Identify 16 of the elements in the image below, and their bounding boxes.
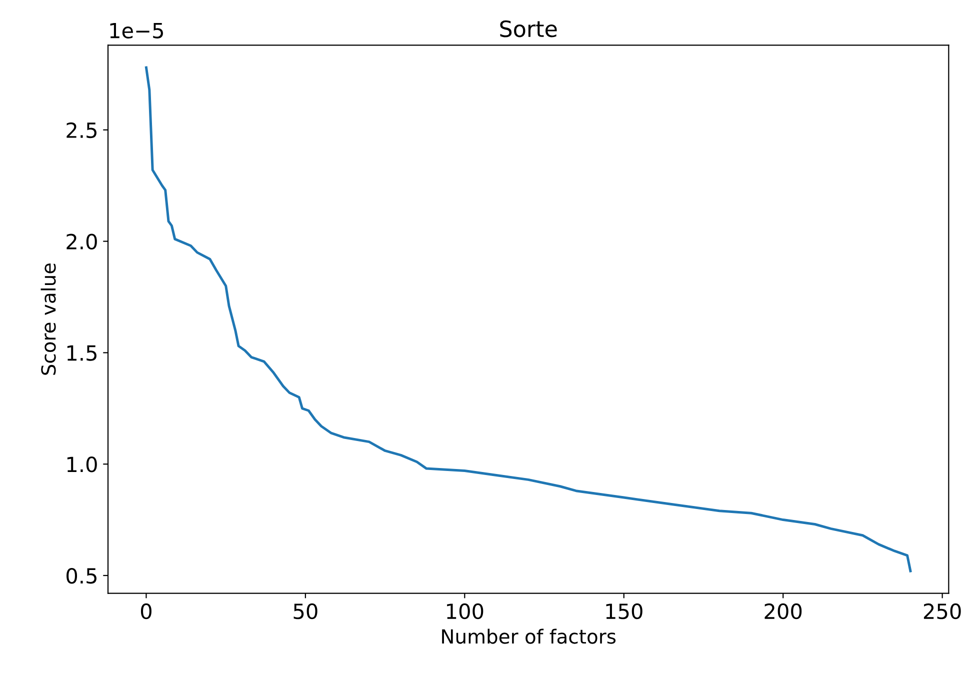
text: 1e−5 xyxy=(110,22,163,38)
x-tick-label: 200 xyxy=(764,603,802,620)
chart-title: Sorte xyxy=(500,20,557,38)
line-series xyxy=(144,66,912,572)
x-tick-label: 0 xyxy=(140,603,152,620)
y-tick-label: 0.5 xyxy=(66,568,96,584)
x-tick-label: 100 xyxy=(447,603,484,620)
y-axis-title: Score value xyxy=(40,263,56,375)
x-tick-label: 250 xyxy=(924,603,961,620)
x-axis-title: Number of factors xyxy=(442,628,616,644)
y-tick-label: 2.0 xyxy=(66,234,97,250)
x-tick-label: 50 xyxy=(294,603,318,620)
x-tick-label: 150 xyxy=(606,603,642,620)
y-tick-label: 1.5 xyxy=(67,345,96,361)
y-tick-label: 1.0 xyxy=(67,456,97,472)
y-tick-label: 2.5 xyxy=(66,122,96,138)
